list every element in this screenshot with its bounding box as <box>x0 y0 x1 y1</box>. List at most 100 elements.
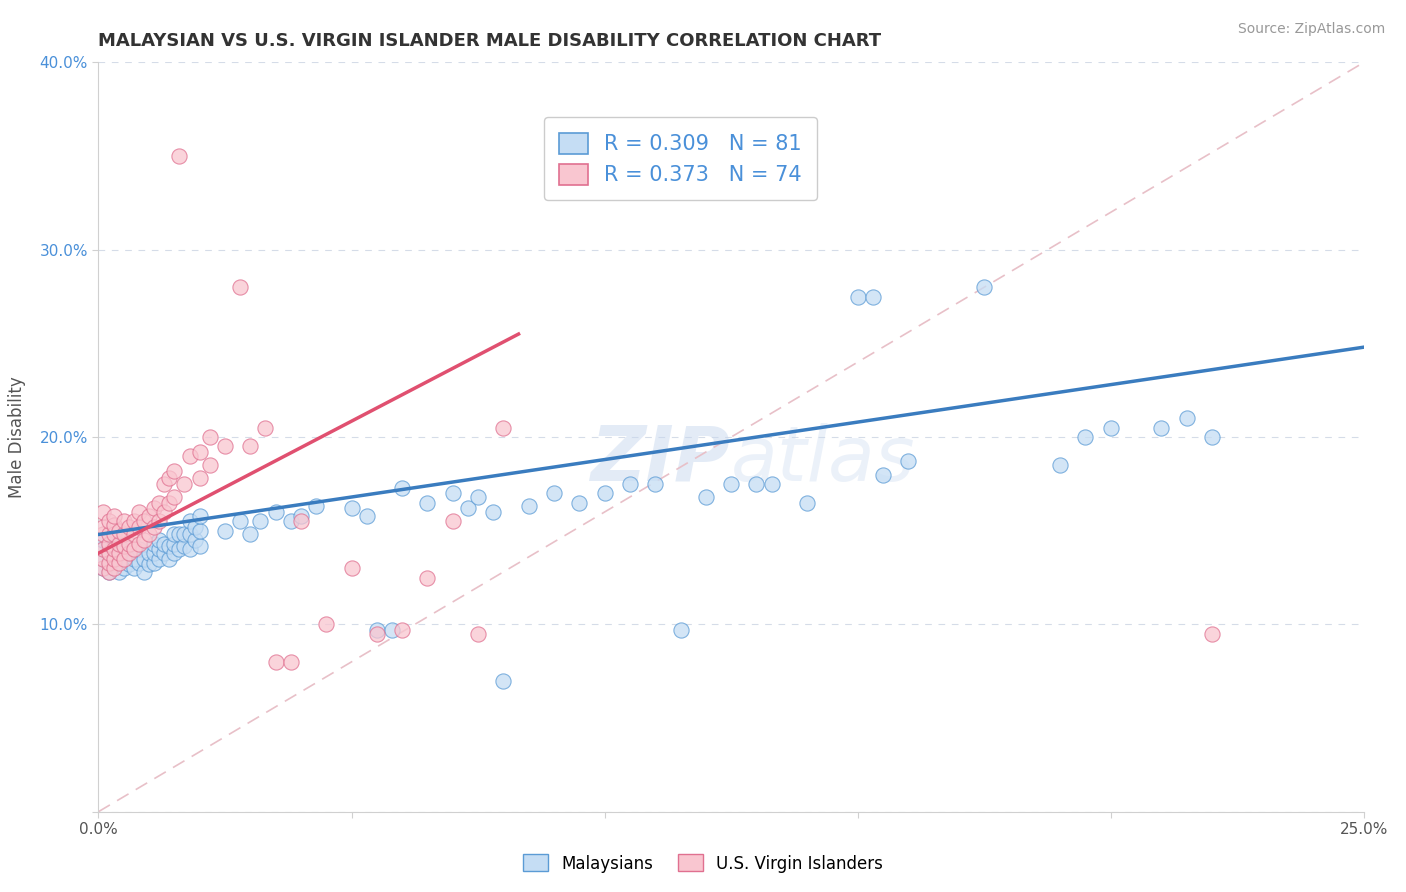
Point <box>118 520 141 534</box>
Point <box>457 501 479 516</box>
Point <box>305 500 328 514</box>
Point <box>1201 626 1223 640</box>
Point <box>157 539 180 553</box>
Point <box>153 505 176 519</box>
Point <box>264 505 287 519</box>
Point <box>103 542 125 557</box>
Point <box>366 626 388 640</box>
Point <box>179 449 201 463</box>
Point <box>97 565 120 579</box>
Point <box>169 542 191 557</box>
Point <box>157 551 180 566</box>
Point <box>644 476 666 491</box>
Point <box>148 514 170 528</box>
Point <box>872 467 894 482</box>
Point <box>290 514 312 528</box>
Point <box>188 508 211 523</box>
Point <box>593 486 616 500</box>
Point <box>441 486 464 500</box>
Point <box>132 514 155 528</box>
Point <box>467 626 489 640</box>
Point <box>93 561 115 575</box>
Point <box>188 539 211 553</box>
Point <box>107 524 129 538</box>
Point <box>107 542 129 557</box>
Point <box>745 476 768 491</box>
Point <box>239 527 262 541</box>
Point <box>107 551 129 566</box>
Point <box>169 149 191 163</box>
Point <box>93 533 115 547</box>
Point <box>188 524 211 538</box>
Point <box>103 527 125 541</box>
Point <box>280 514 302 528</box>
Point <box>761 476 783 491</box>
Point <box>492 421 515 435</box>
Point <box>93 561 115 575</box>
Point <box>122 542 145 557</box>
Point <box>103 551 125 566</box>
Point <box>148 542 170 557</box>
Point <box>148 496 170 510</box>
Point <box>107 556 129 570</box>
Point <box>568 496 591 510</box>
Point <box>619 476 641 491</box>
Point <box>340 501 363 516</box>
Point <box>543 486 565 500</box>
Point <box>93 527 115 541</box>
Point <box>97 565 120 579</box>
Point <box>148 533 170 547</box>
Point <box>416 496 439 510</box>
Point <box>669 623 692 637</box>
Point <box>1175 411 1198 425</box>
Point <box>846 289 869 303</box>
Legend: R = 0.309   N = 81, R = 0.373   N = 74: R = 0.309 N = 81, R = 0.373 N = 74 <box>544 117 817 201</box>
Point <box>163 527 186 541</box>
Point <box>173 476 195 491</box>
Point <box>249 514 271 528</box>
Point <box>163 464 186 478</box>
Point <box>118 537 141 551</box>
Point <box>183 520 205 534</box>
Point <box>128 505 150 519</box>
Point <box>153 537 176 551</box>
Point <box>93 520 115 534</box>
Point <box>148 551 170 566</box>
Point <box>112 539 135 553</box>
Point <box>93 551 115 566</box>
Point <box>97 546 120 560</box>
Point <box>128 520 150 534</box>
Point <box>122 514 145 528</box>
Point <box>391 481 413 495</box>
Point <box>97 546 120 560</box>
Text: MALAYSIAN VS U.S. VIRGIN ISLANDER MALE DISABILITY CORRELATION CHART: MALAYSIAN VS U.S. VIRGIN ISLANDER MALE D… <box>98 32 882 50</box>
Point <box>467 490 489 504</box>
Point <box>356 508 378 523</box>
Point <box>188 445 211 459</box>
Point <box>173 527 195 541</box>
Point <box>391 623 413 637</box>
Text: Source: ZipAtlas.com: Source: ZipAtlas.com <box>1237 22 1385 37</box>
Legend: Malaysians, U.S. Virgin Islanders: Malaysians, U.S. Virgin Islanders <box>516 847 890 880</box>
Point <box>239 440 262 453</box>
Point <box>188 471 211 485</box>
Point <box>93 542 115 557</box>
Point <box>183 533 205 547</box>
Point <box>122 561 145 575</box>
Point <box>112 539 135 553</box>
Point <box>179 527 201 541</box>
Point <box>340 561 363 575</box>
Point <box>143 556 166 570</box>
Point <box>1074 430 1097 444</box>
Point <box>112 551 135 566</box>
Point <box>796 496 818 510</box>
Point <box>198 458 221 473</box>
Point <box>143 546 166 560</box>
Y-axis label: Male Disability: Male Disability <box>7 376 25 498</box>
Point <box>153 476 176 491</box>
Point <box>153 546 176 560</box>
Point <box>143 537 166 551</box>
Point <box>720 476 742 491</box>
Point <box>229 514 252 528</box>
Point <box>897 454 920 468</box>
